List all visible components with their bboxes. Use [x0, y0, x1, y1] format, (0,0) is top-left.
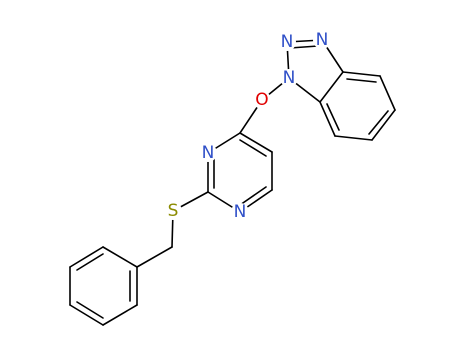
bond: [69, 246, 104, 268]
atom-label: N: [281, 32, 294, 52]
bond: [69, 304, 104, 326]
atom-labels: N N N O N N S: [164, 30, 331, 222]
bond: [319, 101, 336, 137]
bond: [379, 75, 396, 111]
atom-label: N: [202, 143, 215, 163]
bond: [239, 186, 267, 206]
bond: [102, 304, 138, 326]
bond: [346, 78, 377, 83]
bond: [76, 253, 104, 271]
bond: [342, 71, 381, 77]
bond: [319, 71, 344, 103]
bond: [76, 301, 104, 319]
bond: [368, 110, 389, 135]
bond: [239, 132, 273, 153]
bond: [371, 109, 396, 141]
bond: [334, 135, 373, 141]
bond: [239, 139, 267, 157]
bond: [102, 246, 138, 268]
atom-label: S: [168, 201, 179, 221]
atom-label: N: [234, 202, 247, 222]
bond: [136, 246, 173, 268]
bonds: [69, 39, 396, 326]
atom-label: N: [316, 30, 329, 50]
bond: [326, 103, 340, 131]
atom-label: N: [283, 68, 296, 88]
bond: [289, 45, 319, 49]
atom-label: O: [255, 90, 268, 110]
